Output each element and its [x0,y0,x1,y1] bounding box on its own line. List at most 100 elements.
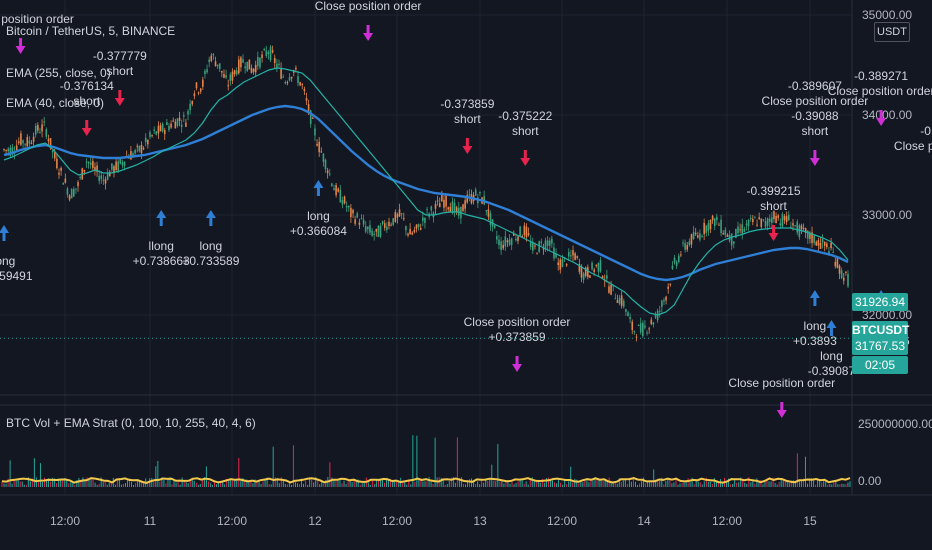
annotation-close: Close position order [728,376,835,390]
candle-body [263,49,265,51]
candle-body [754,217,756,219]
candle-body [147,139,149,145]
candle-body [842,277,845,281]
candle-body [371,230,373,236]
candle-body [493,225,496,228]
candle-body [231,71,234,81]
candle-body [794,225,796,227]
unit-label[interactable]: USDT [874,22,910,42]
candle-body [449,206,452,212]
candle-body [225,75,227,78]
candle-body [206,69,208,73]
candle-body [92,160,94,168]
candle-body [521,236,524,238]
candle-body [180,124,183,127]
candle-body [134,150,136,154]
candle-body [407,233,409,236]
candle-body [373,233,375,235]
candle-body [422,217,424,221]
candle-body [610,284,612,295]
candle-body [775,216,777,224]
candle-body [64,178,67,183]
candle-body [438,203,441,208]
candle-body [223,73,225,78]
candle-body [811,232,813,244]
candle-body [561,259,564,268]
candle-body [675,261,678,266]
candle-body [519,226,521,237]
candle-body [616,300,619,303]
candle-body [724,229,727,235]
candle-body [512,234,515,236]
candle-body [257,56,259,66]
candle-body [242,59,244,63]
candle-body [390,224,392,226]
candle-body [756,224,758,226]
candle-body [43,121,45,123]
candle-body [335,185,337,196]
candle-body [817,239,820,246]
x-tick-label: 15 [803,514,817,528]
x-tick-label: 12:00 [50,514,80,528]
candle-body [212,54,215,56]
candle-body [9,147,12,156]
candle-body [821,238,824,243]
candle-body [18,141,20,144]
candle-body [250,68,253,73]
candle-body [138,145,141,152]
candle-body [259,57,261,68]
candle-body [798,225,801,238]
candle-body [248,59,251,70]
candle-body [686,245,689,250]
candle-body [41,124,43,132]
candle-body [58,172,60,175]
candle-body [199,88,202,92]
candle-body [157,125,160,134]
candle-body [388,221,390,226]
candle-body [47,138,50,142]
candle-body [3,149,5,151]
candle-body [15,145,18,150]
candle-body [525,226,528,238]
candle-body [155,131,158,135]
volume-ema-line [1,477,851,484]
candle-body [235,70,238,75]
candle-body [140,144,143,154]
candle-body [701,236,703,238]
candle-body [56,158,58,169]
annotation-close: Close position order [0,12,74,26]
candle-body [802,227,805,229]
candle-body [599,260,602,272]
annotation-close: -0.389271 Close position order [828,69,932,98]
candle-body [142,148,145,150]
candle-body [711,215,714,221]
candle-body [354,219,356,224]
candle-body [405,226,407,231]
candle-body [161,123,164,132]
candle-body [364,226,367,232]
candle-body [546,240,549,246]
candle-body [350,207,352,218]
indicator-legend: BTC Vol + EMA Strat (0, 100, 10, 255, 40… [6,416,256,430]
candle-body [367,226,369,230]
candle-body [572,250,574,256]
candle-body [68,195,71,200]
candle-body [229,74,232,81]
candle-body [684,243,686,250]
candle-body [89,162,92,165]
candle-body [261,54,263,59]
candle-body [779,223,782,226]
candle-body [584,267,587,277]
candle-body [570,255,572,257]
candle-body [804,228,807,234]
candle-body [32,136,35,142]
candle-body [692,231,695,240]
candle-body [149,132,151,138]
candle-body [151,135,153,137]
candle-body [240,57,242,68]
candle-body [768,218,771,222]
candle-body [502,244,505,249]
candle-body [320,151,323,153]
